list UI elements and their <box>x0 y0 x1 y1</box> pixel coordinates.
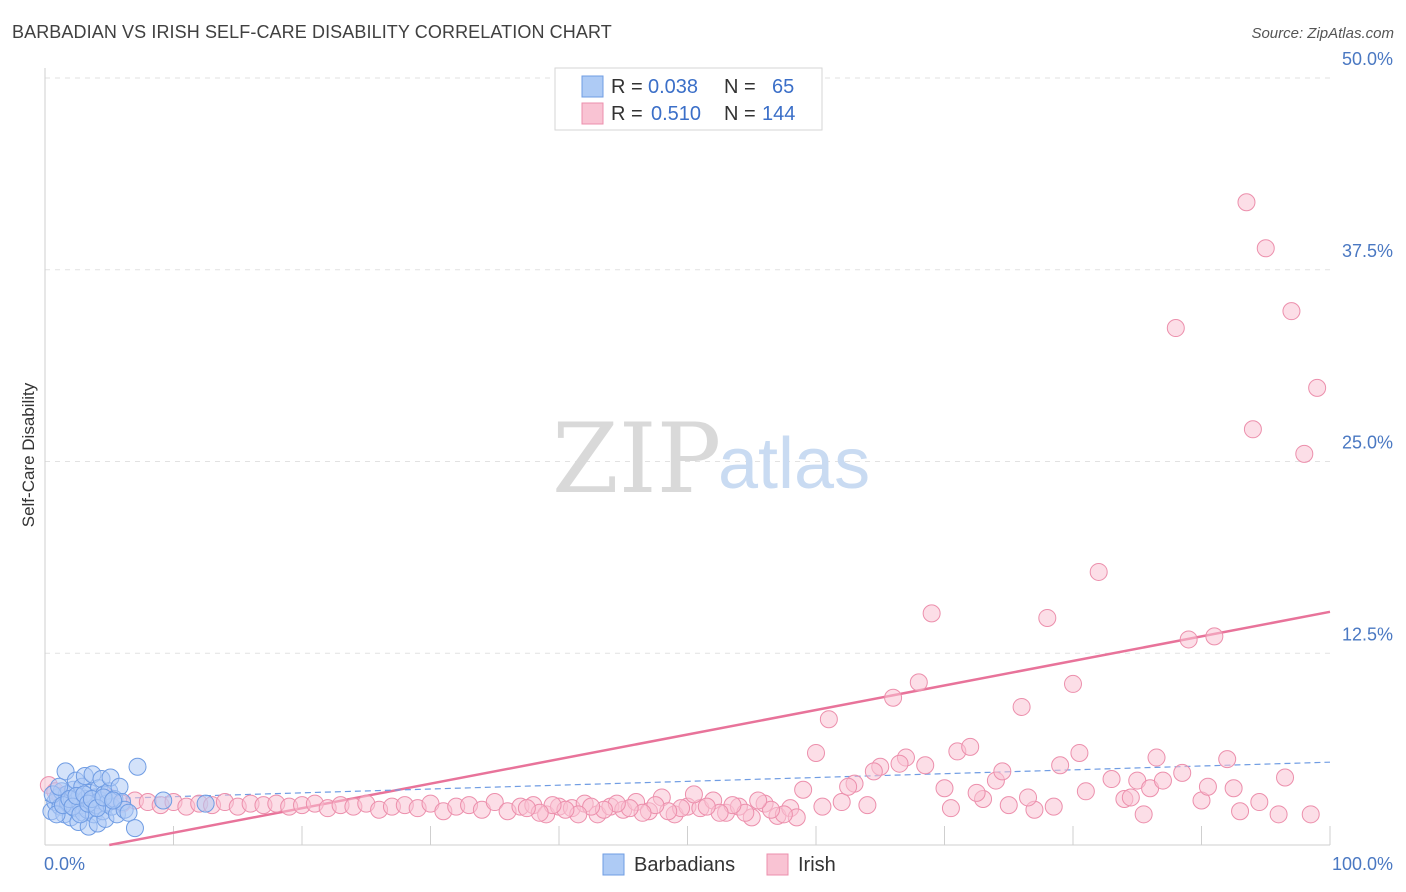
point-irish <box>922 604 941 623</box>
y-axis-label: Self-Care Disability <box>19 382 38 527</box>
point-irish <box>1121 788 1140 807</box>
point-irish <box>485 793 504 812</box>
point-barbadians <box>196 794 215 813</box>
point-irish <box>884 688 903 707</box>
point-irish <box>935 779 954 798</box>
point-irish <box>1218 750 1237 769</box>
trendline-barbadians <box>44 761 1331 802</box>
point-irish <box>1179 630 1198 649</box>
point-irish <box>1044 797 1063 816</box>
y-tick-label: 37.5% <box>1342 241 1393 261</box>
point-irish <box>1051 756 1070 775</box>
legend-r-label: R = <box>611 76 643 98</box>
point-irish <box>1076 782 1095 801</box>
point-irish <box>1173 763 1192 782</box>
point-irish <box>697 797 716 816</box>
point-irish <box>1198 777 1217 796</box>
point-irish <box>1282 302 1301 321</box>
legend-n-value: 65 <box>772 76 794 98</box>
point-irish <box>890 754 909 773</box>
point-barbadians <box>125 819 144 838</box>
point-irish <box>1250 793 1269 812</box>
x-tick-label: 100.0% <box>1332 854 1393 874</box>
point-irish <box>1243 420 1262 439</box>
legend-swatch-barbadians <box>581 75 604 98</box>
point-irish <box>1205 627 1224 646</box>
point-irish <box>1224 779 1243 798</box>
point-irish <box>1301 805 1320 824</box>
point-barbadians <box>119 803 138 822</box>
legend-box: R = 0.038 N = 65 R = 0.510 N = 144 <box>554 67 823 131</box>
point-irish <box>1231 802 1250 821</box>
point-irish <box>1038 608 1057 627</box>
point-irish <box>684 785 703 804</box>
point-irish <box>1256 239 1275 258</box>
point-irish <box>749 791 768 810</box>
point-irish <box>819 710 838 729</box>
point-irish <box>1308 378 1327 397</box>
y-tick-label: 50.0% <box>1342 49 1393 69</box>
legend-n-label: N = <box>724 103 756 125</box>
point-barbadians <box>154 791 173 810</box>
point-irish <box>858 796 877 815</box>
point-irish <box>839 777 858 796</box>
y-tick-label: 12.5% <box>1342 624 1393 644</box>
watermark-atlas: atlas <box>718 424 870 504</box>
x-tick-labels: 0.0% 100.0% <box>44 854 1393 874</box>
watermark-zip: ZIP <box>552 403 721 515</box>
point-irish <box>1147 748 1166 767</box>
axes <box>44 68 1331 846</box>
legend-r-value: 0.510 <box>651 103 701 125</box>
point-irish <box>864 762 883 781</box>
legend-r-label: R = <box>611 103 643 125</box>
point-irish <box>1102 770 1121 789</box>
point-irish <box>794 780 813 799</box>
point-irish <box>967 783 986 802</box>
point-irish <box>961 737 980 756</box>
chart-title: BARBADIAN VS IRISH SELF-CARE DISABILITY … <box>12 22 612 42</box>
point-irish <box>762 800 781 819</box>
point-irish <box>999 796 1018 815</box>
y-tick-label: 25.0% <box>1342 433 1393 453</box>
point-irish <box>1276 768 1295 787</box>
point-barbadians <box>128 757 147 776</box>
bottom-legend: Barbadians Irish <box>602 853 836 876</box>
point-irish <box>517 799 536 818</box>
x-tick-label: 0.0% <box>44 854 85 874</box>
point-irish <box>1134 805 1153 824</box>
point-irish <box>1070 743 1089 762</box>
bottom-legend-label-barbadians: Barbadians <box>634 854 735 876</box>
point-barbadians <box>104 791 123 810</box>
legend-r-value: 0.038 <box>648 76 698 98</box>
point-irish <box>1019 788 1038 807</box>
point-irish <box>813 797 832 816</box>
legend-n-label: N = <box>724 76 756 98</box>
point-irish <box>1012 697 1031 716</box>
y-tick-labels: 12.5% 25.0% 37.5% 50.0% <box>1342 49 1393 644</box>
grid <box>45 77 1330 654</box>
point-irish <box>1166 319 1185 338</box>
watermark: ZIP atlas <box>552 403 870 515</box>
point-irish <box>1153 771 1172 790</box>
point-irish <box>1237 193 1256 212</box>
bottom-legend-swatch-irish <box>766 853 789 876</box>
data-points <box>39 193 1327 838</box>
point-irish <box>916 756 935 775</box>
source-label: Source: ZipAtlas.com <box>1251 25 1394 42</box>
point-irish <box>807 743 825 762</box>
point-irish <box>909 673 928 692</box>
point-irish <box>941 799 960 818</box>
bottom-legend-label-irish: Irish <box>798 854 836 876</box>
legend-n-value: 144 <box>762 103 795 125</box>
point-irish <box>1269 805 1288 824</box>
point-irish <box>993 762 1012 781</box>
point-barbadians <box>50 777 69 796</box>
legend-swatch-irish <box>581 102 604 125</box>
bottom-legend-swatch-barbadians <box>602 853 625 876</box>
point-irish <box>1089 562 1108 581</box>
point-irish <box>1064 674 1082 693</box>
point-irish <box>832 793 851 812</box>
point-irish <box>1295 444 1314 463</box>
